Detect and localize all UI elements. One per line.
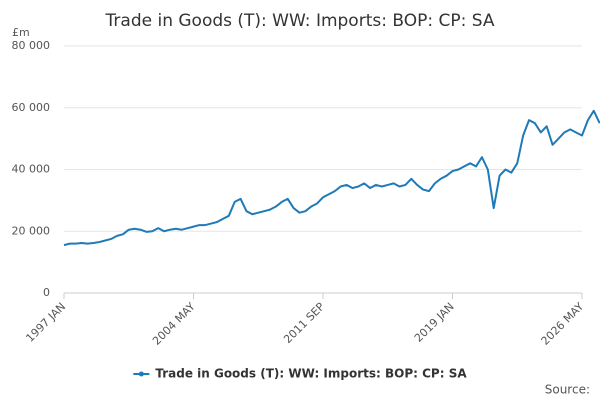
- data-line: [63, 109, 600, 247]
- y-tick-label: 60 000: [12, 101, 51, 114]
- legend-marker: [138, 371, 144, 377]
- y-tick-label: 20 000: [12, 224, 51, 237]
- x-tick-label: 2004 MAY: [150, 300, 198, 348]
- legend-label: Trade in Goods (T): WW: Imports: BOP: CP…: [155, 367, 467, 381]
- x-tick-label: 2011 SEP: [281, 300, 327, 346]
- y-axis-label: £m: [12, 26, 30, 39]
- legend-item: Trade in Goods (T): WW: Imports: BOP: CP…: [133, 367, 467, 381]
- y-tick-label: 0: [43, 286, 50, 299]
- x-tick-label: 2026 MAY: [539, 300, 587, 348]
- x-tick-label: 2019 JAN: [412, 300, 457, 345]
- y-tick-label: 80 000: [12, 39, 51, 52]
- chart-title: Trade in Goods (T): WW: Imports: BOP: CP…: [105, 11, 495, 31]
- y-tick-label: 40 000: [12, 163, 51, 176]
- source: Source:: [545, 383, 590, 397]
- x-tick-label: 1997 JAN: [23, 300, 68, 345]
